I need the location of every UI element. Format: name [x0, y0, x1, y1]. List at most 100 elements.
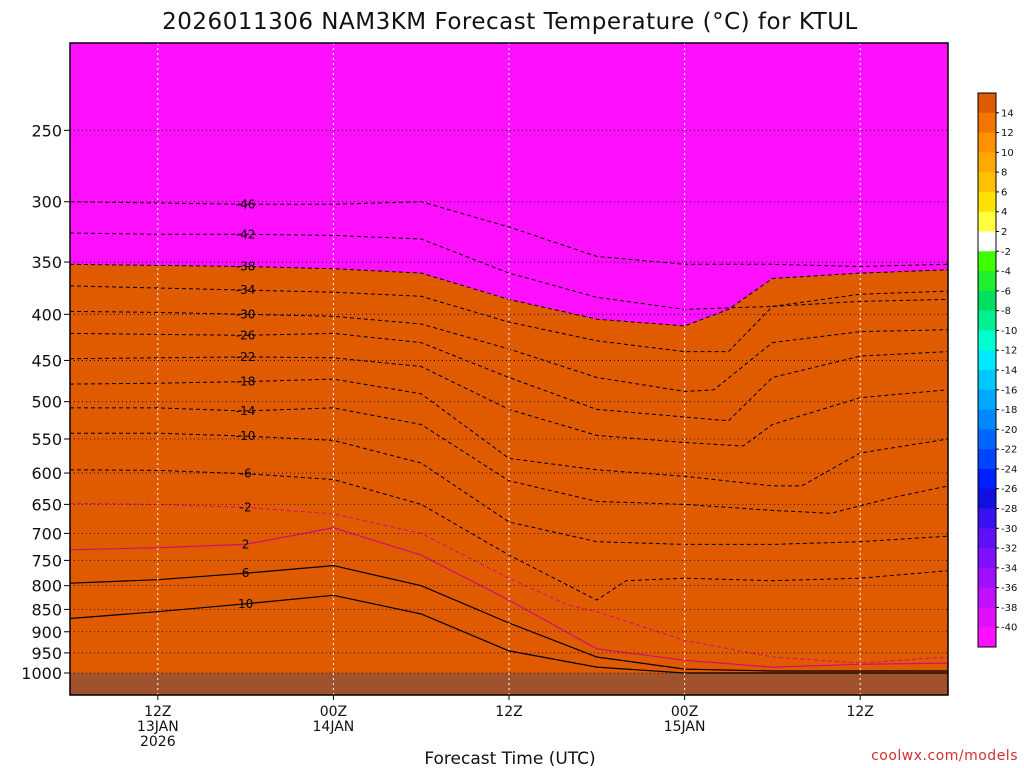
colorbar-tick-label: -40 [1001, 623, 1017, 634]
colorbar-swatch [978, 389, 996, 411]
isotherm--26 [70, 332, 948, 422]
y-tick-label: 450 [31, 351, 62, 370]
colorbar-tick-label: -32 [1001, 544, 1017, 555]
y-tick-label: 750 [31, 551, 62, 570]
y-tick-label: 550 [31, 430, 62, 449]
y-tick-label: 800 [31, 577, 62, 596]
isotherm--30 [70, 310, 948, 392]
colorbar-tick-label: -22 [1001, 445, 1017, 456]
colorbar-swatch [978, 350, 996, 371]
colorbar-swatch [978, 310, 996, 331]
isotherm-label: 6 [242, 566, 250, 580]
colorbar-swatch [978, 93, 996, 114]
colorbar-swatch [978, 567, 996, 589]
colorbar-tick-label: -2 [1001, 247, 1011, 258]
isotherm--38 [70, 263, 948, 327]
colorbar: 14 12 10 8 6 4 2 -2 -4 -6 -8 -10 -12 -14 -16 -18 -20 -22 -… [977, 92, 1017, 648]
x-tick-label: 12Z [144, 704, 171, 720]
y-tick-label: 1000 [21, 664, 62, 683]
colorbar-tick-label: -16 [1001, 385, 1017, 396]
colorbar-tick-label: -14 [1001, 366, 1017, 377]
colorbar-tick-label: 10 [1001, 148, 1014, 159]
colorbar-swatch [978, 370, 996, 391]
colorbar-tick-label: -24 [1001, 464, 1017, 475]
colorbar-tick-label: -36 [1001, 583, 1017, 594]
colorbar-swatch [978, 528, 996, 549]
colorbar-swatch [978, 548, 996, 569]
colorbar-tick-label: -30 [1001, 524, 1017, 535]
colorbar-tick-label: 4 [1001, 207, 1007, 218]
y-tick-label: 650 [31, 495, 62, 514]
x-tick-label: 13JAN [137, 719, 179, 735]
colorbar-tick-label: 14 [1001, 108, 1014, 119]
colorbar-tick-label: -26 [1001, 484, 1017, 495]
isotherm-label: -42 [236, 227, 256, 241]
x-tick-label: 12Z [846, 704, 873, 720]
colorbar-swatch [978, 191, 996, 213]
y-tick-label: 500 [31, 393, 62, 412]
y-tick-label: 350 [31, 253, 62, 272]
x-tick-label: 00Z [320, 704, 347, 720]
y-tick-label: 950 [31, 644, 62, 663]
colorbar-tick-label: -8 [1001, 306, 1011, 317]
colorbar-tick-label: -34 [1001, 563, 1017, 574]
y-tick-label: 900 [31, 623, 62, 642]
isotherm-label: -38 [236, 260, 256, 274]
isotherm--42 [70, 232, 948, 310]
colorbar-tick-label: -20 [1001, 425, 1017, 436]
chart-title: 2026011306 NAM3KM Forecast Temperature (… [162, 9, 858, 35]
colorbar-tick-label: 8 [1001, 168, 1007, 179]
isotherm-label: -18 [236, 375, 256, 389]
colorbar-swatch [978, 231, 996, 252]
credit-label: coolwx.com/models [871, 748, 1018, 764]
isotherm-label: -10 [236, 429, 256, 443]
colorbar-swatch [978, 508, 996, 529]
isotherm-label: 10 [238, 597, 253, 611]
colorbar-swatch [978, 251, 996, 272]
colorbar-swatch [978, 172, 996, 193]
isotherm-label: -34 [236, 283, 256, 297]
isotherm-label: -30 [236, 307, 256, 321]
y-tick-label: 400 [31, 305, 62, 324]
temp-band-10 [70, 595, 948, 673]
isotherm--14 [70, 407, 948, 514]
isotherm-2 [70, 527, 948, 668]
colorbar-tick-label: -12 [1001, 346, 1017, 357]
y-tick-label: 250 [31, 121, 62, 140]
colorbar-swatch [978, 409, 996, 430]
isotherm-label: -6 [240, 467, 252, 481]
isotherm--34 [70, 285, 948, 353]
x-tick-label: 12Z [495, 704, 522, 720]
isotherm-10 [70, 594, 948, 674]
colorbar-swatch [978, 449, 996, 470]
colorbar-swatch [978, 468, 996, 490]
colorbar-tick-label: 12 [1001, 128, 1014, 139]
x-tick-label: 14JAN [313, 719, 355, 735]
colorbar-swatch [978, 211, 996, 232]
colorbar-swatch [978, 330, 996, 351]
colorbar-swatch [978, 290, 996, 312]
colorbar-swatch [978, 271, 996, 292]
colorbar-swatch [978, 132, 996, 153]
colorbar-swatch [978, 429, 996, 450]
isotherm-label: -2 [240, 500, 252, 514]
x-tick-label: 2026 [140, 734, 176, 750]
y-tick-label: 300 [31, 193, 62, 212]
y-tick-label: 600 [31, 464, 62, 483]
colorbar-tick-label: -38 [1001, 603, 1017, 614]
colorbar-swatch [978, 488, 996, 509]
isotherm-label: -26 [236, 328, 256, 342]
isotherm--2 [70, 502, 948, 664]
colorbar-tick-label: 6 [1001, 187, 1007, 198]
x-tick-label: 15JAN [664, 719, 706, 735]
colorbar-tick-label: 2 [1001, 227, 1007, 238]
colorbar-swatch [978, 627, 996, 648]
x-axis-label: Forecast Time (UTC) [424, 749, 595, 768]
isotherm--18 [70, 378, 948, 487]
colorbar-swatch [978, 607, 996, 628]
isotherm-label: -46 [236, 197, 256, 211]
colorbar-tick-label: -4 [1001, 267, 1011, 278]
